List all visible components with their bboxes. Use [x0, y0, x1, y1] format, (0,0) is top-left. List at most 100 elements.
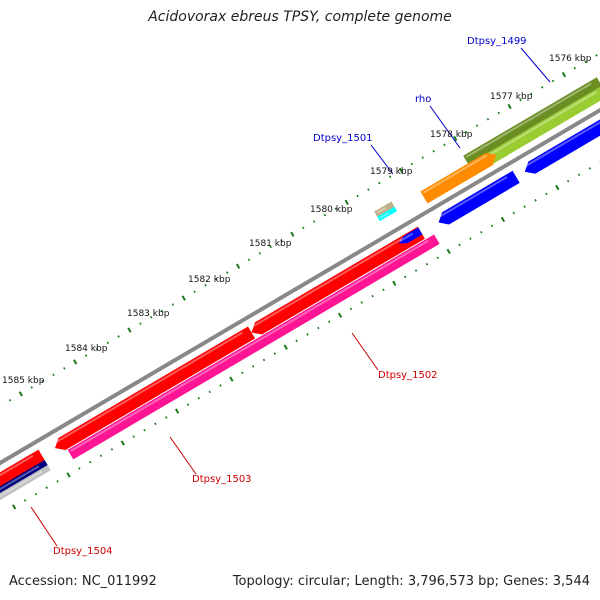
tick-mark-outer-minor — [421, 156, 424, 159]
tick-mark-inner-minor — [545, 192, 548, 196]
gene-blue-mid — [438, 170, 520, 225]
gene-dtpsy-1499-outer-highlight — [470, 91, 597, 167]
gene-dtpsy-1499 — [463, 77, 600, 165]
tick-mark-inner-minor — [512, 211, 516, 215]
tick-label-1578: 1578 kbp — [430, 130, 473, 140]
tick-mark-outer-minor — [171, 303, 175, 306]
tick-mark-outer-major — [181, 295, 186, 301]
tick-mark-inner-minor — [317, 326, 320, 330]
length-label: Length: — [354, 574, 404, 589]
gene-dtpsy-1501-b-highlight — [379, 212, 390, 219]
tick-mark-outer-minor — [551, 79, 555, 83]
tick-label-1577: 1577 kbp — [490, 92, 533, 102]
tick-mark-outer-minor — [312, 220, 316, 223]
tick-mark-inner-major — [555, 184, 560, 191]
tick-mark-inner-minor — [56, 480, 59, 483]
tick-mark-outer-major — [18, 391, 23, 397]
tick-mark-inner-major — [337, 312, 343, 318]
backbone-circle — [0, 107, 600, 466]
tick-mark-outer-minor — [334, 207, 338, 210]
tick-mark-outer-minor — [486, 118, 490, 121]
tick-mark-outer-major — [235, 263, 241, 269]
tick-mark-inner-minor — [577, 173, 581, 177]
label-leader-lines — [30, 47, 551, 547]
topology-value: circular — [297, 574, 346, 589]
gene-blue-right — [524, 119, 600, 174]
tick-mark-inner-minor — [165, 416, 168, 419]
tick-label-1581: 1581 kbp — [249, 239, 292, 249]
tick-mark-outer-major — [73, 359, 78, 365]
gene-dtpsy-1503 — [55, 326, 256, 450]
tick-mark-outer-minor — [443, 143, 446, 147]
tick-mark-outer-minor — [193, 290, 196, 293]
tick-mark-inner-minor — [186, 403, 190, 406]
gene-dtpsy-1499-outer — [468, 87, 600, 175]
tick-mark-inner-minor — [534, 199, 537, 202]
tick-mark-outer-minor — [573, 66, 576, 70]
inner-tick-marks — [12, 161, 600, 510]
tick-mark-inner-minor — [588, 167, 592, 170]
labels: 1576 kbp 1577 kbp 1578 kbp 1579 kbp 1580 kbp… — [2, 36, 592, 557]
tick-mark-outer-minor — [269, 245, 272, 249]
tick-mark-inner-minor — [273, 352, 277, 355]
tick-mark-outer-major — [453, 135, 458, 142]
tick-mark-inner-minor — [306, 333, 309, 336]
tick-mark-outer-minor — [247, 258, 251, 262]
tick-mark-inner-minor — [99, 454, 103, 458]
tick-mark-outer-minor — [541, 86, 544, 89]
tick-mark-inner-minor — [23, 499, 27, 502]
tick-mark-outer-minor — [356, 194, 359, 198]
tick-mark-outer-minor — [497, 111, 500, 115]
tick-mark-outer-minor — [30, 386, 33, 389]
tick-label-1582: 1582 kbp — [188, 275, 231, 285]
tick-label-1580: 1580 kbp — [310, 205, 353, 215]
tick-mark-inner-minor — [523, 205, 526, 208]
tick-mark-outer-minor — [432, 149, 435, 153]
tick-mark-inner-minor — [241, 371, 244, 375]
gene-dtpsy-1504-highlight — [0, 465, 40, 491]
gene-rho-highlight — [422, 154, 488, 194]
gene-dtpsy-1499-highlight — [465, 82, 592, 158]
leader-line-dtpsy-1502 — [351, 332, 379, 371]
gene-dtpsy-1501-a-highlight — [376, 206, 387, 214]
gene-dtpsy-1502 — [251, 226, 425, 335]
tick-mark-inner-major — [500, 216, 506, 223]
tick-mark-outer-minor — [8, 399, 12, 402]
gene-label-dtpsy-1499: Dtpsy_1499 — [467, 36, 527, 47]
tick-mark-inner-minor — [110, 448, 114, 451]
gene-dtpsy-1502-highlight — [250, 231, 413, 329]
tick-mark-outer-minor — [302, 226, 305, 230]
gene-pink-block-highlight — [70, 239, 429, 452]
tick-mark-outer-minor — [584, 60, 587, 64]
tick-mark-outer-minor — [160, 309, 164, 313]
topology-label: Topology: — [232, 574, 294, 589]
tick-mark-outer-minor — [367, 188, 370, 191]
gene-small-blue — [398, 227, 423, 244]
gene-dtpsy-1501-a — [374, 201, 395, 217]
tick-mark-outer-minor — [378, 181, 381, 185]
tick-mark-outer-minor — [41, 379, 44, 383]
tick-mark-inner-minor — [458, 243, 461, 247]
accession-value: NC_011992 — [81, 574, 157, 589]
tick-mark-inner-minor — [490, 224, 494, 228]
gene-dtpsy-1504-gray-highlight — [0, 470, 43, 498]
tick-mark-outer-minor — [106, 341, 109, 345]
tick-mark-outer-minor — [280, 239, 283, 242]
tick-mark-outer-minor — [519, 98, 522, 102]
tick-mark-outer-minor — [323, 213, 327, 217]
gene-small-blue-highlight — [399, 232, 414, 243]
tick-mark-inner-major — [229, 376, 234, 382]
tick-mark-outer-minor — [258, 252, 261, 255]
gene-label-dtpsy-1503: Dtpsy_1503 — [192, 474, 252, 485]
tick-mark-inner-minor — [327, 320, 331, 323]
tick-mark-inner-minor — [262, 358, 266, 362]
tick-mark-outer-minor — [388, 175, 392, 179]
tick-mark-outer-major — [507, 103, 512, 110]
gene-rho — [420, 152, 497, 204]
tick-mark-outer-major — [290, 231, 295, 237]
genome-summary: Topology: circular; Length: 3,796,573 bp… — [232, 574, 590, 589]
gene-dtpsy-1504 — [0, 460, 48, 494]
tick-mark-inner-minor — [480, 230, 483, 234]
tick-mark-inner-minor — [349, 307, 353, 311]
